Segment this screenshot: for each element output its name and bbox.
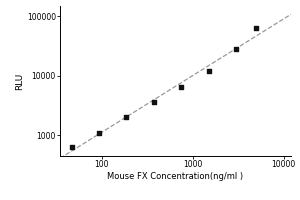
Point (254, 26, 259, 29)
Point (97, 131, 101, 135)
Point (206, 70, 211, 73)
Point (69, 146, 74, 149)
Point (179, 85, 184, 89)
Point (124, 116, 129, 119)
Point (152, 100, 156, 103)
Point (234, 48, 239, 51)
Y-axis label: RLU: RLU (15, 72, 24, 90)
X-axis label: Mouse FX Concentration(ng/ml ): Mouse FX Concentration(ng/ml ) (107, 172, 244, 181)
